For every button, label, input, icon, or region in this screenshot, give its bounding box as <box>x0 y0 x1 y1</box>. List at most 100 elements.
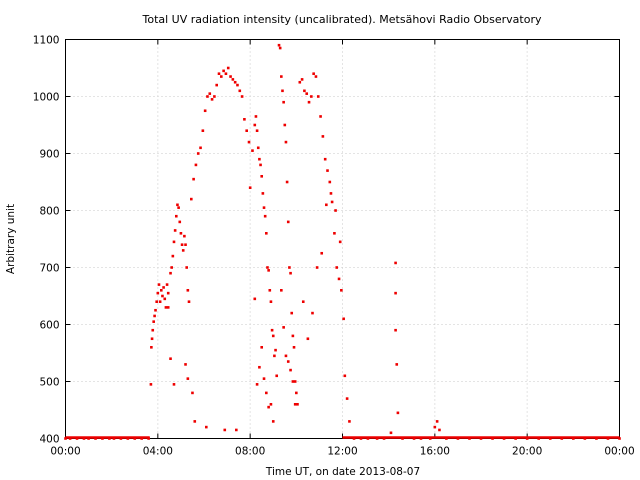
data-point <box>262 377 266 380</box>
data-point <box>208 92 212 95</box>
data-point <box>172 240 176 244</box>
data-point <box>329 192 333 195</box>
data-point <box>235 428 238 432</box>
y-tick-label: 1000 <box>33 92 60 104</box>
data-point <box>289 271 292 275</box>
data-point <box>171 254 175 258</box>
data-point <box>296 403 299 406</box>
data-point <box>260 175 264 178</box>
data-point <box>285 180 289 184</box>
data-point <box>269 403 273 406</box>
data-point <box>222 69 225 73</box>
data-point <box>311 311 314 315</box>
data-point <box>283 123 287 127</box>
data-point <box>284 354 288 358</box>
data-point <box>150 337 154 341</box>
data-point <box>263 214 267 218</box>
y-tick-label: 800 <box>39 206 59 218</box>
data-point <box>165 283 169 286</box>
data-point <box>273 354 276 358</box>
data-point <box>210 98 214 101</box>
data-point <box>255 129 259 132</box>
data-point <box>330 200 334 204</box>
data-point <box>175 214 178 218</box>
data-point <box>192 177 195 181</box>
data-point <box>290 311 294 315</box>
data-point <box>238 89 242 93</box>
data-point <box>295 391 298 395</box>
data-point <box>259 163 262 167</box>
x-tick-label: 04:00 <box>143 446 173 458</box>
data-point <box>151 328 155 332</box>
x-tick-label: 00:00 <box>50 446 80 458</box>
data-point <box>286 360 290 363</box>
axis-ticks: 400 500 600 700 800 900 1000 1100 00:00 04:00 08:0… <box>33 35 635 458</box>
data-point <box>247 140 251 144</box>
data-point <box>161 294 164 298</box>
data-point <box>155 300 158 303</box>
data-point <box>254 115 258 118</box>
data-point <box>253 123 257 127</box>
data-point <box>335 266 339 269</box>
data-point <box>185 266 188 269</box>
data-point <box>321 135 325 138</box>
y-tick-label: 700 <box>39 263 59 275</box>
data-point <box>267 405 270 409</box>
data-point <box>262 206 266 209</box>
data-point <box>306 337 310 341</box>
data-point <box>153 314 156 318</box>
data-point <box>149 383 153 386</box>
data-point <box>158 300 162 303</box>
data-point <box>286 220 290 224</box>
data-point <box>394 328 397 332</box>
data-point <box>265 391 268 395</box>
data-point <box>265 232 268 235</box>
data-point <box>177 206 180 209</box>
x-axis-label: Time UT, on date 2013-08-07 <box>265 466 420 478</box>
data-point <box>170 266 173 269</box>
data-point <box>281 89 284 93</box>
data-point <box>183 234 186 238</box>
data-point <box>282 326 285 329</box>
data-point <box>229 75 232 78</box>
data-point <box>164 306 168 309</box>
data-point <box>169 271 172 275</box>
data-point <box>282 100 285 104</box>
data-point <box>203 109 207 113</box>
data-point <box>312 72 315 75</box>
data-point <box>173 229 177 232</box>
data-point <box>298 80 302 84</box>
data-point <box>268 289 272 292</box>
data-point <box>435 420 439 423</box>
data-point <box>194 163 198 167</box>
data-point <box>334 209 337 212</box>
data-point <box>166 306 170 309</box>
data-point <box>342 317 345 321</box>
data-point <box>337 277 341 281</box>
data-point <box>315 266 319 269</box>
data-point <box>343 374 347 378</box>
data-point <box>226 66 230 70</box>
data-point <box>278 46 282 50</box>
data-point <box>271 334 275 338</box>
data-point <box>184 363 187 366</box>
data-point <box>438 428 441 432</box>
data-point <box>193 420 197 423</box>
x-tick-label: 12:00 <box>327 446 357 458</box>
data-point <box>338 240 342 244</box>
plot-frame <box>65 39 620 439</box>
data-point <box>288 266 291 269</box>
y-tick-label: 900 <box>39 149 59 161</box>
data-points <box>64 43 621 440</box>
grid <box>65 39 620 439</box>
data-point <box>240 95 244 98</box>
data-point <box>320 251 324 255</box>
data-point <box>348 420 351 423</box>
data-point <box>172 383 176 386</box>
data-point <box>186 289 190 292</box>
data-point <box>314 75 318 78</box>
data-point <box>301 300 305 303</box>
y-tick-label: 600 <box>39 320 59 332</box>
data-point <box>215 83 218 87</box>
